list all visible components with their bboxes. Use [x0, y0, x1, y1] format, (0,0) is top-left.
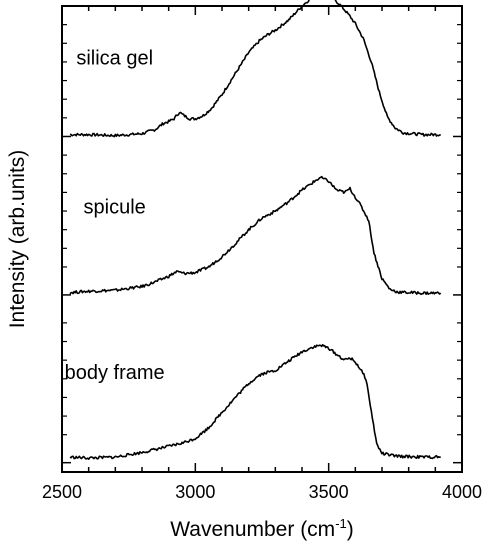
series-line-body-frame: [69, 343, 441, 460]
series-lines: [69, 0, 442, 460]
series-annotation: spicule: [84, 196, 146, 218]
x-axis-label: Wavenumber (cm-1): [170, 516, 354, 541]
series-annotation: silica gel: [76, 47, 153, 69]
x-tick-label: 2500: [42, 482, 82, 502]
series-annotation: body frame: [65, 362, 165, 384]
series-line-spicule: [69, 175, 442, 296]
x-axis-label-main: Wavenumber (cm: [170, 518, 335, 541]
axis-ticks: [61, 5, 463, 472]
x-axis-label-end: ): [347, 518, 354, 541]
series-line-silica-gel: [69, 0, 442, 138]
x-tick-label: 4000: [442, 482, 482, 502]
series-annotations: silica gel spicule body frame: [65, 47, 165, 384]
x-tick-label: 3000: [175, 482, 215, 502]
plot-frame: [61, 5, 463, 473]
x-tick-label: 3500: [309, 482, 349, 502]
x-axis-label-sup: -1: [335, 516, 347, 531]
x-tick-labels: 2500 3000 3500 4000: [42, 482, 482, 502]
y-axis-label: Intensity (arb.units): [6, 150, 29, 329]
